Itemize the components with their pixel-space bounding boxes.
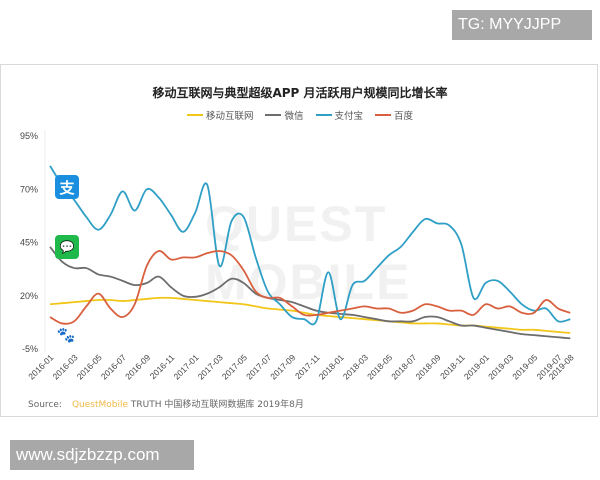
watermark-top: TG: MYYJJPP	[452, 10, 592, 40]
x-tick-label: 2018-05	[365, 352, 394, 381]
x-tick-label: 2016-09	[123, 352, 152, 381]
x-tick-label: 2017-01	[171, 352, 200, 381]
y-tick-label: 95%	[20, 131, 38, 141]
x-tick-label: 2017-03	[196, 352, 225, 381]
legend-item: 支付宝	[315, 108, 364, 122]
x-tick-label: 2018-09	[413, 352, 442, 381]
x-tick-label: 2017-11	[293, 352, 322, 381]
legend-swatch	[186, 114, 203, 116]
y-tick-label: 20%	[20, 291, 38, 301]
y-tick-label: -5%	[22, 344, 38, 354]
x-tick-label: 2019-01	[462, 352, 491, 381]
x-tick-label: 2016-03	[50, 352, 79, 381]
legend-label: 支付宝	[334, 111, 364, 122]
x-tick-label: 2019-05	[510, 352, 539, 381]
chart-card	[0, 64, 598, 417]
baidu-icon: 🐾	[56, 326, 76, 344]
x-tick-label: 2018-07	[389, 352, 418, 381]
x-tick-label: 2016-11	[148, 352, 177, 381]
legend-label: 百度	[394, 111, 414, 122]
series-line	[49, 165, 571, 326]
x-tick-label: 2018-11	[438, 352, 467, 381]
source-text: TRUTH 中国移动互联网数据库 2019年8月	[130, 400, 304, 410]
y-tick-label: 45%	[20, 238, 38, 248]
x-tick-label: 2017-09	[268, 352, 297, 381]
legend-label: 微信	[284, 111, 304, 122]
source-note: Source: QuestMobile TRUTH 中国移动互联网数据库 2019…	[28, 397, 304, 410]
x-tick-label: 2016-05	[75, 352, 104, 381]
legend-swatch	[265, 114, 282, 116]
x-tick-label: 2019-03	[486, 352, 515, 381]
series-line	[49, 250, 571, 325]
x-tick-label: 2018-01	[317, 352, 346, 381]
alipay-icon: 支	[55, 175, 79, 199]
x-tick-label: 2017-05	[220, 352, 249, 381]
source-brand: QuestMobile	[71, 400, 129, 410]
wechat-icon: 💬	[55, 235, 79, 259]
legend-item: 微信	[265, 108, 304, 122]
x-tick-label: 2016-07	[99, 352, 128, 381]
chart-legend: 移动互联网 微信 支付宝 百度	[0, 108, 600, 122]
x-tick-label: 2017-07	[244, 352, 273, 381]
y-tick-label: 70%	[20, 184, 38, 194]
legend-swatch	[375, 114, 392, 116]
source-label: Source:	[28, 400, 62, 410]
legend-item: 移动互联网	[186, 108, 254, 122]
legend-swatch	[315, 114, 332, 116]
legend-item: 百度	[375, 108, 413, 122]
x-tick-label: 2016-01	[26, 352, 55, 381]
chart-title: 移动互联网与典型超级APP 月活跃用户规模同比增长率	[152, 86, 448, 100]
x-tick-label: 2018-03	[341, 352, 370, 381]
legend-label: 移动互联网	[205, 111, 254, 122]
background-watermark: QUEST MOBILE	[205, 196, 412, 310]
series-line	[49, 246, 571, 340]
watermark-bottom: www.sdjzbzzp.com	[10, 440, 194, 470]
